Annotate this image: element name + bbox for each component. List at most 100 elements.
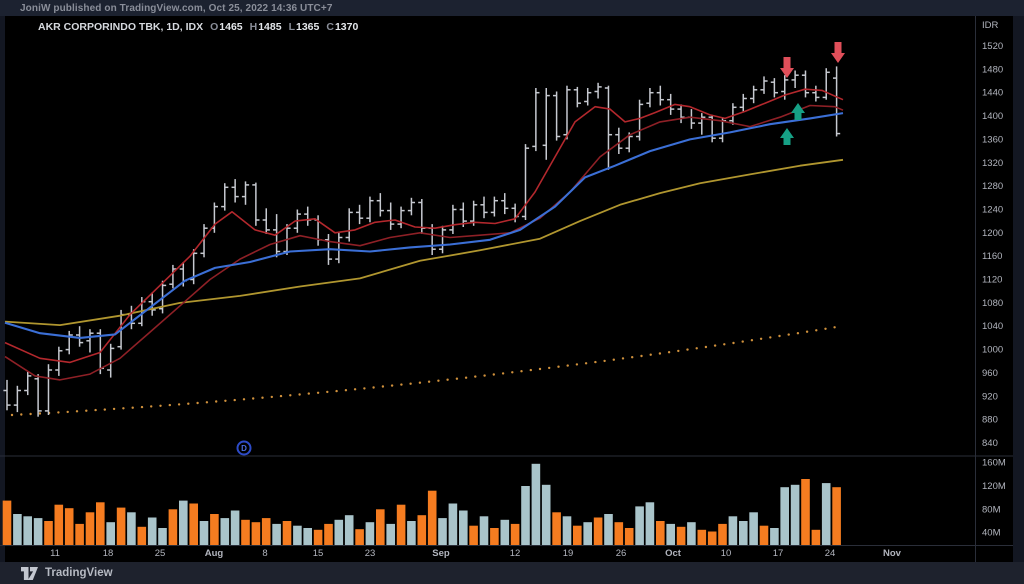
volume-bar[interactable] <box>355 529 364 545</box>
volume-bar[interactable] <box>780 487 789 545</box>
ohlc-bar[interactable] <box>241 181 250 205</box>
ohlc-bar[interactable] <box>521 144 530 220</box>
volume-bar[interactable] <box>593 517 603 546</box>
time-axis[interactable]: 11 18 25 Aug 8 15 23 Sep 12 19 26 Oct 10 17 24 Nov <box>50 548 902 559</box>
ohlc-bar[interactable] <box>635 99 644 141</box>
volume-bar[interactable] <box>635 506 644 545</box>
ohlc-bar[interactable] <box>65 330 73 355</box>
volume-bar[interactable] <box>147 517 157 546</box>
ohlc-bar[interactable] <box>221 183 229 211</box>
ohlc-bar[interactable] <box>677 104 685 124</box>
volume-bar[interactable] <box>479 516 489 545</box>
volume-bar[interactable] <box>552 512 561 545</box>
volume-bar[interactable] <box>33 518 43 545</box>
volume-bar[interactable] <box>448 503 458 546</box>
ohlc-bar[interactable] <box>355 204 364 225</box>
volume-bar[interactable] <box>96 502 105 545</box>
ohlc-bar[interactable] <box>335 232 343 264</box>
ohlc-bar[interactable] <box>739 93 747 112</box>
dividend-marker[interactable]: D <box>236 440 252 456</box>
volume-bar[interactable] <box>417 515 427 545</box>
volume-bar[interactable] <box>282 521 292 545</box>
volume-bar[interactable] <box>168 509 178 545</box>
volume-bar[interactable] <box>127 512 136 545</box>
volume-bar[interactable] <box>832 487 841 545</box>
ohlc-bar[interactable] <box>563 85 571 140</box>
volume-bar[interactable] <box>158 528 167 545</box>
volume-bar[interactable] <box>220 518 230 545</box>
volume-bar[interactable] <box>490 528 499 545</box>
ohlc-bar[interactable] <box>13 385 21 413</box>
ohlc-bar[interactable] <box>200 224 208 258</box>
chart-canvas[interactable]: D IDR 1520 1480 1440 1400 1360 1320 1280 1240 1200… <box>0 16 1024 562</box>
volume-bar[interactable] <box>85 512 95 545</box>
ohlc-bar[interactable] <box>107 343 115 378</box>
ohlc-bar[interactable] <box>44 364 53 415</box>
ohlc-bar[interactable] <box>646 88 654 108</box>
volume-bar[interactable] <box>75 523 84 545</box>
ohlc-bar[interactable] <box>366 196 374 223</box>
volume-bar[interactable] <box>272 523 281 545</box>
ohlc-bar[interactable] <box>407 197 416 216</box>
ohlc-bar[interactable] <box>729 103 737 125</box>
ohlc-bar[interactable] <box>760 76 768 94</box>
volume-bar[interactable] <box>116 507 126 545</box>
volume-bar[interactable] <box>739 521 748 545</box>
ohlc-bar[interactable] <box>501 193 509 215</box>
volume-bar[interactable] <box>573 525 582 545</box>
volume-bar[interactable] <box>614 522 624 545</box>
volume-bar[interactable] <box>427 490 437 545</box>
volume-bar[interactable] <box>583 522 592 545</box>
ohlc-bar[interactable] <box>656 85 664 106</box>
ohlc-bar[interactable] <box>573 86 581 108</box>
ohlc-bar[interactable] <box>791 70 799 89</box>
ohlc-bar[interactable] <box>770 78 778 98</box>
volume-bar[interactable] <box>521 486 530 545</box>
volume-bar[interactable] <box>697 529 707 545</box>
volume-bar[interactable] <box>137 526 147 545</box>
volume-bar[interactable] <box>801 479 810 545</box>
ohlc-bar[interactable] <box>833 66 841 137</box>
ohlc-bar[interactable] <box>584 88 592 106</box>
volume-bar[interactable] <box>303 528 312 545</box>
tradingview-logo-icon[interactable] <box>21 566 38 581</box>
volume-bar[interactable] <box>656 521 665 545</box>
ohlc-bar[interactable] <box>822 68 830 100</box>
ohlc-bar[interactable] <box>490 196 498 217</box>
ohlc-bar[interactable] <box>542 88 550 160</box>
volume-bar[interactable] <box>510 523 520 545</box>
ohlc-bar[interactable] <box>397 206 405 229</box>
ohlc-bar[interactable] <box>376 193 384 217</box>
volume-bar[interactable] <box>396 504 406 545</box>
ohlc-bar[interactable] <box>252 182 260 226</box>
ohlc-bar[interactable] <box>667 93 675 115</box>
volume-bar[interactable] <box>199 521 209 545</box>
ohlc-bar[interactable] <box>698 113 706 135</box>
volume-bar[interactable] <box>179 500 188 545</box>
ohlc-bar[interactable] <box>553 91 561 141</box>
ohlc-bar[interactable] <box>148 292 156 316</box>
buy-arrow-icon[interactable] <box>791 103 805 120</box>
volume-bar[interactable] <box>604 514 613 545</box>
ohlc-bar[interactable] <box>615 127 623 154</box>
ohlc-bar[interactable] <box>812 85 820 102</box>
volume-bar[interactable] <box>790 484 800 545</box>
volume-bar[interactable] <box>261 518 271 545</box>
volume-bar[interactable] <box>386 523 395 545</box>
ohlc-bar[interactable] <box>86 329 94 353</box>
ohlc-bar[interactable] <box>3 379 11 411</box>
sell-arrow-icon[interactable] <box>780 57 794 78</box>
volume-bar[interactable] <box>749 512 758 545</box>
ohlc-bar[interactable] <box>480 196 488 219</box>
volume-bar[interactable] <box>44 521 53 545</box>
volume-bar[interactable] <box>293 525 302 545</box>
volume-bar[interactable] <box>230 510 240 546</box>
volume-bar[interactable] <box>770 528 779 545</box>
volume-bar[interactable] <box>365 522 375 545</box>
volume-bar[interactable] <box>251 522 261 545</box>
ohlc-bar[interactable] <box>470 200 478 226</box>
volume-bar[interactable] <box>624 528 634 545</box>
volume-bar[interactable] <box>666 523 675 545</box>
ohlc-bar[interactable] <box>594 82 602 99</box>
ohlc-bar[interactable] <box>273 214 281 258</box>
